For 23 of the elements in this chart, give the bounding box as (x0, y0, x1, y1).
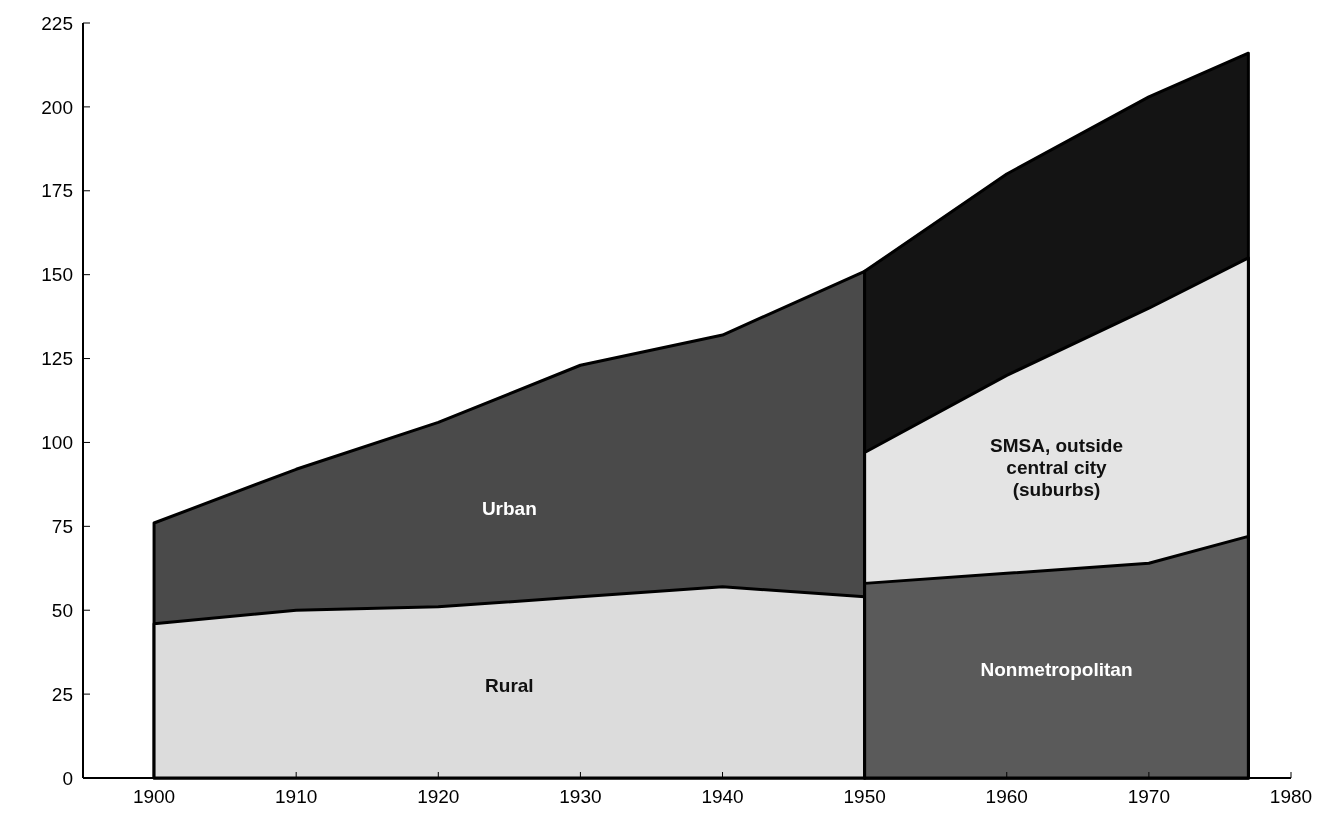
y-tick-label: 125 (41, 348, 73, 370)
y-tick-label: 225 (41, 12, 73, 34)
y-tick-label: 75 (51, 515, 73, 537)
y-tick-label: 25 (51, 683, 73, 705)
y-tick-label: 50 (51, 599, 73, 621)
series-label: Nonmetropolitan (980, 658, 1133, 680)
y-tick-label: 0 (62, 767, 73, 789)
series-label: Rural (485, 675, 534, 697)
y-tick-label: 175 (41, 180, 73, 202)
x-tick-label: 1970 (1127, 786, 1171, 807)
x-tick-label: 1920 (417, 786, 460, 807)
y-tick-label: 100 (41, 432, 73, 454)
x-tick-label: 1900 (132, 786, 176, 807)
x-tick-label: 1950 (843, 786, 886, 807)
y-tick-label: 150 (41, 264, 73, 286)
x-tick-label: 1930 (559, 786, 602, 807)
series-label: SMSA, outside central city (suburbs) (990, 435, 1124, 501)
x-tick-label: 1940 (701, 786, 744, 807)
series-label: Urban (481, 497, 537, 519)
x-tick-label: 1960 (985, 786, 1028, 807)
y-tick-label: 200 (41, 96, 73, 118)
x-tick-label: 1910 (275, 786, 318, 807)
x-tick-label: 1980 (1269, 786, 1313, 807)
